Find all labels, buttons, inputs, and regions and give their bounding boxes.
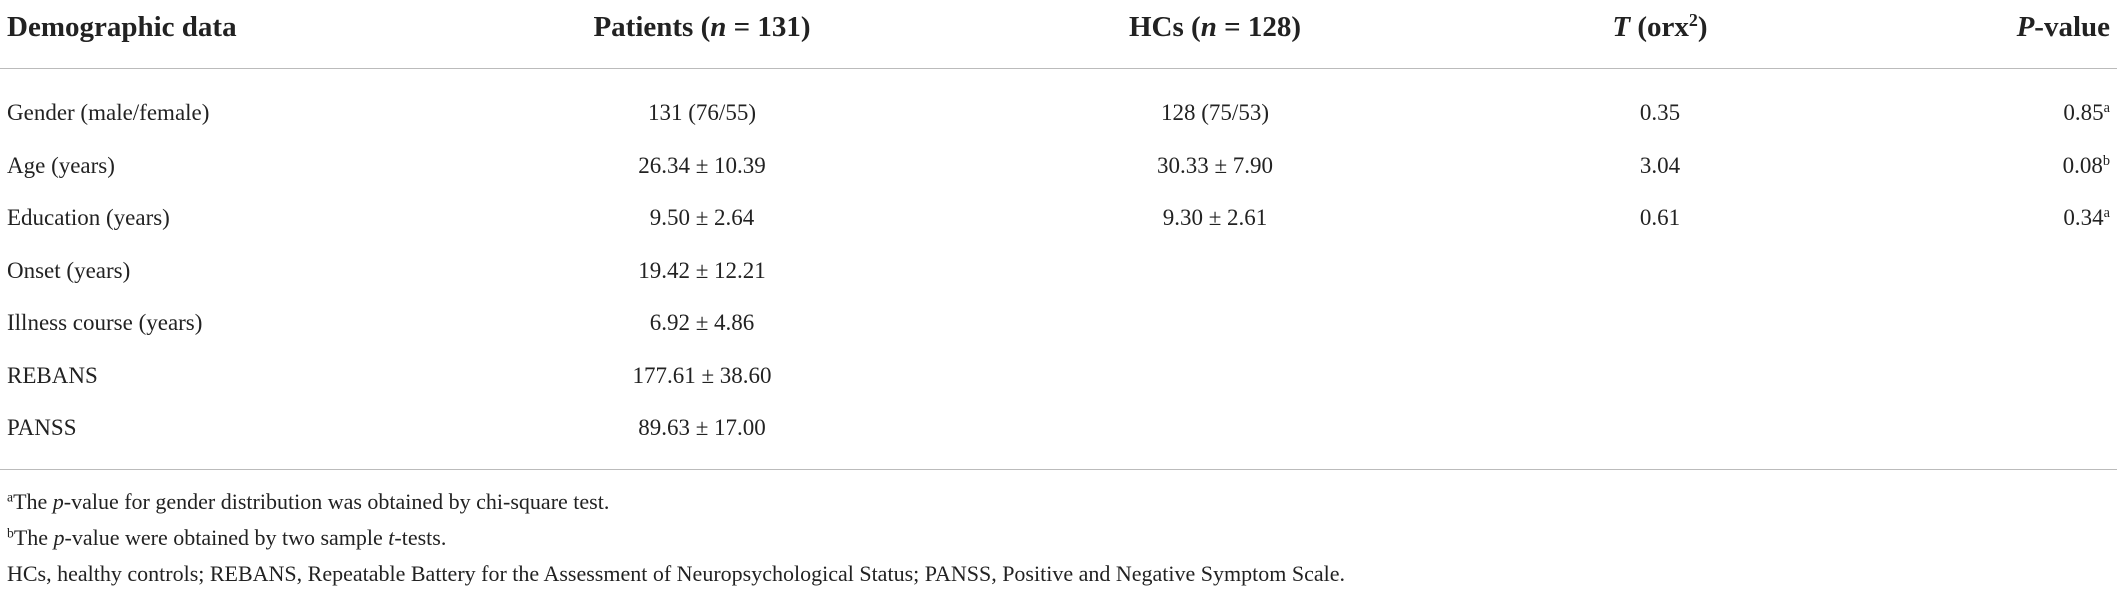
cell-value: 89.63 ± 17.00 xyxy=(638,413,766,443)
row-label: REBANS xyxy=(7,361,98,391)
text-segment: -value xyxy=(2034,11,2110,43)
text-segment: -tests. xyxy=(394,525,447,550)
text-segment: n xyxy=(710,11,727,43)
cell-text: PANSS xyxy=(7,415,77,440)
row-label: Age (years) xyxy=(7,151,115,181)
cell-value: 177.61 ± 38.60 xyxy=(632,361,771,391)
cell-text: Education (years) xyxy=(7,205,170,230)
cell-text: 9.50 ± 2.64 xyxy=(649,205,755,230)
header-cell: Demographic data xyxy=(7,9,237,45)
cell-value: 9.30 ± 2.61 xyxy=(1163,203,1268,233)
footnote: HCs, healthy controls; REBANS, Repeatabl… xyxy=(7,560,1345,588)
footnote-mark: b xyxy=(2102,152,2110,169)
row-label: Onset (years) xyxy=(7,256,130,286)
text-segment: Demographic data xyxy=(7,11,237,43)
cell-value: 131 (76/55) xyxy=(648,98,756,128)
bottom-rule xyxy=(0,469,2117,470)
cell-text: 0.08 xyxy=(2062,152,2103,178)
text-segment: Patients ( xyxy=(593,11,711,43)
header-cell: Patients (n = 131) xyxy=(593,9,810,45)
header-cell: HCs (n = 128) xyxy=(1129,9,1301,45)
cell-value: 3.04 xyxy=(1640,151,1680,181)
row-label: Illness course (years) xyxy=(7,308,202,338)
cell-value: 6.92 ± 4.86 xyxy=(650,308,755,338)
text-segment: The xyxy=(13,525,54,550)
cell-text: 0.35 xyxy=(1639,100,1681,125)
cell-text: 89.63 ± 17.00 xyxy=(638,415,766,440)
cell-value: 0.35 xyxy=(1640,98,1680,128)
cell-text: Illness course (years) xyxy=(7,310,203,335)
text-segment: HCs, healthy controls; REBANS, Repeatabl… xyxy=(7,561,1345,586)
cell-text: 6.92 ± 4.86 xyxy=(649,310,755,335)
cell-value: 9.50 ± 2.64 xyxy=(650,203,755,233)
cell-text: 3.04 xyxy=(1639,152,1681,178)
cell-text: 128 (75/53) xyxy=(1161,100,1269,125)
cell-text: 0.34 xyxy=(2063,205,2104,230)
text-segment: HCs ( xyxy=(1128,11,1201,43)
text-segment: t xyxy=(388,525,395,550)
footnote: bThe p-value were obtained by two sample… xyxy=(7,524,446,552)
cell-value: 30.33 ± 7.90 xyxy=(1157,151,1273,181)
text-segment: ) xyxy=(1697,11,1708,43)
footnote-mark: a xyxy=(2103,100,2110,117)
text-segment: P xyxy=(2016,11,2035,43)
footnote-mark: a xyxy=(2103,205,2110,222)
cell-value: 128 (75/53) xyxy=(1161,98,1269,128)
cell-text: REBANS xyxy=(7,362,98,388)
cell-text: 0.61 xyxy=(1639,205,1681,230)
cell-value: 26.34 ± 10.39 xyxy=(638,151,766,181)
text-segment: p xyxy=(52,489,64,514)
cell-text: Onset (years) xyxy=(7,257,131,283)
cell-value: 19.42 ± 12.21 xyxy=(638,256,766,286)
footnote: aThe p-value for gender distribution was… xyxy=(7,488,609,516)
text-segment: -value for gender distribution was obtai… xyxy=(63,489,610,514)
text-segment: n xyxy=(1200,11,1217,43)
text-segment: a xyxy=(7,489,14,505)
row-label: Gender (male/female) xyxy=(7,98,209,128)
cell-text: 19.42 ± 12.21 xyxy=(638,257,766,283)
cell-text: 131 (76/55) xyxy=(648,100,756,125)
cell-value: 0.85a xyxy=(2063,98,2110,128)
text-segment: -value were obtained by two sample xyxy=(64,525,389,550)
header-cell: P-value xyxy=(2017,9,2110,45)
text-segment: = 128) xyxy=(1216,11,1302,43)
cell-value: 0.34a xyxy=(2063,203,2110,233)
cell-text: 0.85 xyxy=(2063,100,2104,125)
cell-value: 0.61 xyxy=(1640,203,1680,233)
header-rule xyxy=(0,68,2117,69)
cell-text: Age (years) xyxy=(7,152,115,178)
row-label: PANSS xyxy=(7,413,76,443)
cell-text: 177.61 ± 38.60 xyxy=(632,362,772,388)
text-segment: 2 xyxy=(1688,10,1698,31)
row-label: Education (years) xyxy=(7,203,170,233)
text-segment: b xyxy=(7,525,14,541)
text-segment: T xyxy=(1612,11,1631,43)
header-cell: T (orx2) xyxy=(1612,9,1707,45)
cell-value: 0.08b xyxy=(2063,151,2110,181)
text-segment: (orx xyxy=(1630,11,1689,43)
cell-text: Gender (male/female) xyxy=(7,100,210,125)
cell-text: 9.30 ± 2.61 xyxy=(1162,205,1268,230)
text-segment: = 131) xyxy=(726,11,811,43)
text-segment: p xyxy=(53,525,65,550)
cell-text: 30.33 ± 7.90 xyxy=(1156,152,1274,178)
text-segment: The xyxy=(13,489,53,514)
cell-text: 26.34 ± 10.39 xyxy=(638,152,766,178)
